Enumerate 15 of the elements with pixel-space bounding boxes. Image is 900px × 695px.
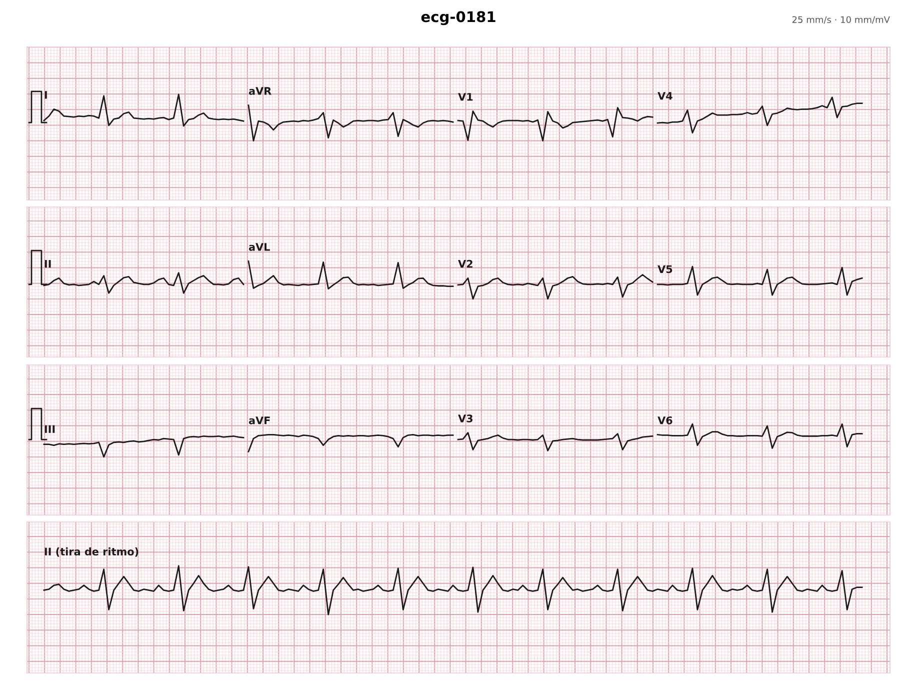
series-label: V6 xyxy=(658,416,672,424)
series-label: I xyxy=(44,91,47,99)
series-label: aVR xyxy=(248,87,272,95)
text: 25 mm/s · 10 mm/mV xyxy=(792,16,890,24)
text: II (tira de ritmo) xyxy=(44,547,138,557)
series-label: V1 xyxy=(458,93,473,101)
series-label: V5 xyxy=(658,265,672,274)
series-label: V4 xyxy=(658,92,672,100)
series-label: II xyxy=(44,260,51,268)
chart-title: ecg-0181 xyxy=(421,11,496,26)
series-label: V3 xyxy=(458,414,472,422)
series-label: aVF xyxy=(248,416,270,424)
series-label: V2 xyxy=(458,260,472,268)
series-label: aVL xyxy=(248,243,270,251)
series-label: III xyxy=(44,425,55,433)
